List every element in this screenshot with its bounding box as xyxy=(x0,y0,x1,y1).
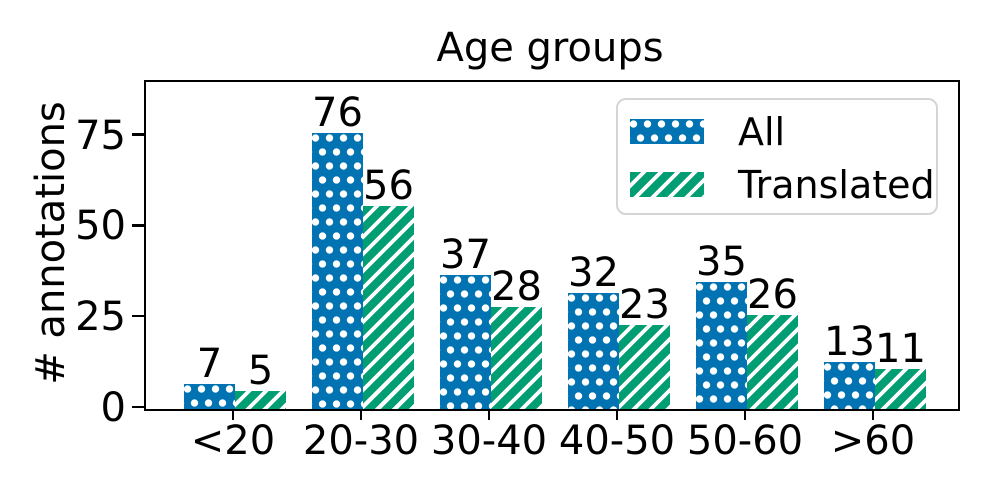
bar-all-2 xyxy=(440,275,491,409)
x-tick-mark xyxy=(487,409,491,420)
bar-value-label: 56 xyxy=(363,163,414,209)
x-tick-label: 20-30 xyxy=(302,418,420,464)
chart-title: Age groups xyxy=(436,25,664,71)
bar-value-label: 26 xyxy=(747,272,798,318)
bar-value-label: 76 xyxy=(312,90,363,136)
y-tick-label: 50 xyxy=(75,203,126,250)
plot-area: 7 5 76 56 37 28 32 23 35 26 13 11 xyxy=(144,80,960,411)
bar-value-label: 32 xyxy=(568,250,619,296)
y-tick-mark xyxy=(132,314,144,318)
bar-translated-2 xyxy=(491,307,542,409)
bar-translated-4 xyxy=(747,315,798,409)
bar-all-1 xyxy=(312,133,363,409)
bar-all-0 xyxy=(184,384,235,409)
x-tick-label: 50-60 xyxy=(686,418,804,464)
bar-value-label: 11 xyxy=(875,326,926,372)
bar-translated-1 xyxy=(363,206,414,409)
bar-translated-0 xyxy=(235,391,286,409)
x-tick-label: 40-50 xyxy=(558,418,676,464)
bar-all-5 xyxy=(824,362,875,409)
legend-item-translated: Translated xyxy=(630,158,936,211)
bar-value-label: 35 xyxy=(696,239,747,285)
y-tick-mark xyxy=(132,405,144,409)
x-tick-label: <20 xyxy=(190,418,276,464)
y-tick-label: 75 xyxy=(75,112,126,159)
bar-value-label: 5 xyxy=(247,348,274,394)
bar-translated-3 xyxy=(619,325,670,409)
legend-item-all: All xyxy=(630,105,936,158)
bar-all-4 xyxy=(696,282,747,409)
y-tick-label: 0 xyxy=(100,385,126,431)
bar-value-label: 13 xyxy=(824,319,875,365)
legend-label-all: All xyxy=(738,109,786,154)
x-tick-label: 30-40 xyxy=(430,418,548,464)
y-tick-mark xyxy=(132,224,144,227)
bar-value-label: 7 xyxy=(196,341,223,387)
legend: All Translated xyxy=(616,98,938,215)
legend-swatch-translated-icon xyxy=(630,172,704,197)
legend-label-translated: Translated xyxy=(738,162,935,207)
bar-value-label: 28 xyxy=(491,264,542,310)
x-tick-mark xyxy=(615,409,619,420)
x-tick-mark xyxy=(871,409,875,420)
y-tick-label: 25 xyxy=(75,294,126,341)
x-tick-label: >60 xyxy=(830,418,916,464)
legend-swatch-all-icon xyxy=(630,119,704,144)
bar-all-3 xyxy=(568,293,619,409)
bar-value-label: 23 xyxy=(619,282,670,328)
bar-value-label: 37 xyxy=(440,232,491,278)
x-tick-mark xyxy=(231,409,235,420)
x-tick-mark xyxy=(359,409,363,420)
bar-translated-5 xyxy=(875,369,926,409)
x-tick-mark xyxy=(743,409,747,420)
y-tick-mark xyxy=(132,133,144,136)
